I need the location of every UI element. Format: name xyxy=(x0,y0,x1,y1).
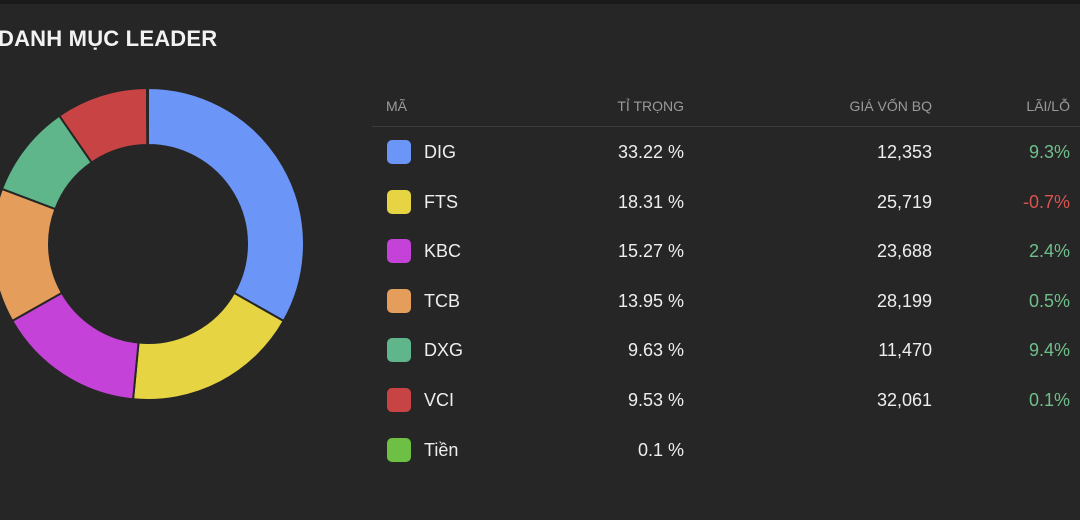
cell-pnl: -0.7% xyxy=(1022,191,1070,212)
cell-pnl: 0.5% xyxy=(1028,290,1070,311)
cell-pnl: 2.4% xyxy=(1028,241,1070,262)
color-swatch xyxy=(387,288,411,313)
cell-cost: 23,688 xyxy=(876,241,932,262)
cell-code: KBC xyxy=(424,241,462,262)
cell-cost: 12,353 xyxy=(876,142,932,162)
page-title: DANH MỤC LEADER xyxy=(0,26,218,51)
cell-weight: 18.31 % xyxy=(617,191,684,212)
cell-weight: 33.22 % xyxy=(617,142,684,162)
color-swatch xyxy=(387,189,411,214)
table-row[interactable]: KBC 15.27 % 23,688 2.4% xyxy=(372,226,1080,276)
color-swatch xyxy=(387,387,411,412)
table-row[interactable]: FTS 18.31 % 25,719 -0.7% xyxy=(372,177,1080,227)
header-code: MÃ xyxy=(386,98,407,114)
header-pnl: LÃI/LỖ xyxy=(1026,98,1070,114)
cell-code: VCI xyxy=(424,389,455,410)
cell-weight: 15.27 % xyxy=(617,241,684,262)
portfolio-table: MÃ TỈ TRỌNG GIÁ VỐN BQ LÃI/LỖ DIG 33.22 … xyxy=(372,90,1080,474)
cell-cost: 32,061 xyxy=(876,389,932,410)
donut-slice-dig[interactable] xyxy=(147,86,305,323)
cell-pnl: 9.3% xyxy=(1028,142,1070,162)
cell-code: DXG xyxy=(424,340,464,361)
donut-slice-fts[interactable] xyxy=(131,291,286,401)
table-row[interactable]: TCB 13.95 % 28,199 0.5% xyxy=(372,276,1080,326)
cell-weight: 13.95 % xyxy=(617,290,684,311)
table-row[interactable]: DIG 33.22 % 12,353 9.3% xyxy=(372,127,1080,177)
cell-weight: 0.1 % xyxy=(637,439,684,460)
cell-code: TCB xyxy=(424,290,460,311)
donut-slice-tiền[interactable] xyxy=(146,86,149,147)
donut-chart xyxy=(0,86,305,401)
top-edge xyxy=(0,0,1080,4)
table-row[interactable]: VCI 9.53 % 32,061 0.1% xyxy=(372,375,1080,425)
cell-cost: 11,470 xyxy=(878,340,932,361)
color-swatch xyxy=(387,239,411,264)
cell-code: Tiền xyxy=(424,439,459,460)
cell-weight: 9.53 % xyxy=(627,389,684,410)
table-row[interactable]: DXG 9.63 % 11,470 9.4% xyxy=(372,325,1080,375)
color-swatch xyxy=(387,338,411,363)
color-swatch xyxy=(387,437,411,462)
cell-code: FTS xyxy=(424,191,458,212)
table-row[interactable]: Tiền 0.1 % xyxy=(372,425,1080,475)
table-header: MÃ TỈ TRỌNG GIÁ VỐN BQ LÃI/LỖ xyxy=(372,90,1080,127)
header-weight: TỈ TRỌNG xyxy=(617,98,684,114)
cell-cost: 25,719 xyxy=(876,191,932,212)
header-cost: GIÁ VỐN BQ xyxy=(849,98,932,114)
cell-pnl: 9.4% xyxy=(1028,340,1070,361)
cell-code: DIG xyxy=(424,142,457,162)
cell-weight: 9.63 % xyxy=(627,340,684,361)
color-swatch xyxy=(387,140,411,164)
cell-cost: 28,199 xyxy=(876,290,932,311)
cell-pnl: 0.1% xyxy=(1028,389,1070,410)
